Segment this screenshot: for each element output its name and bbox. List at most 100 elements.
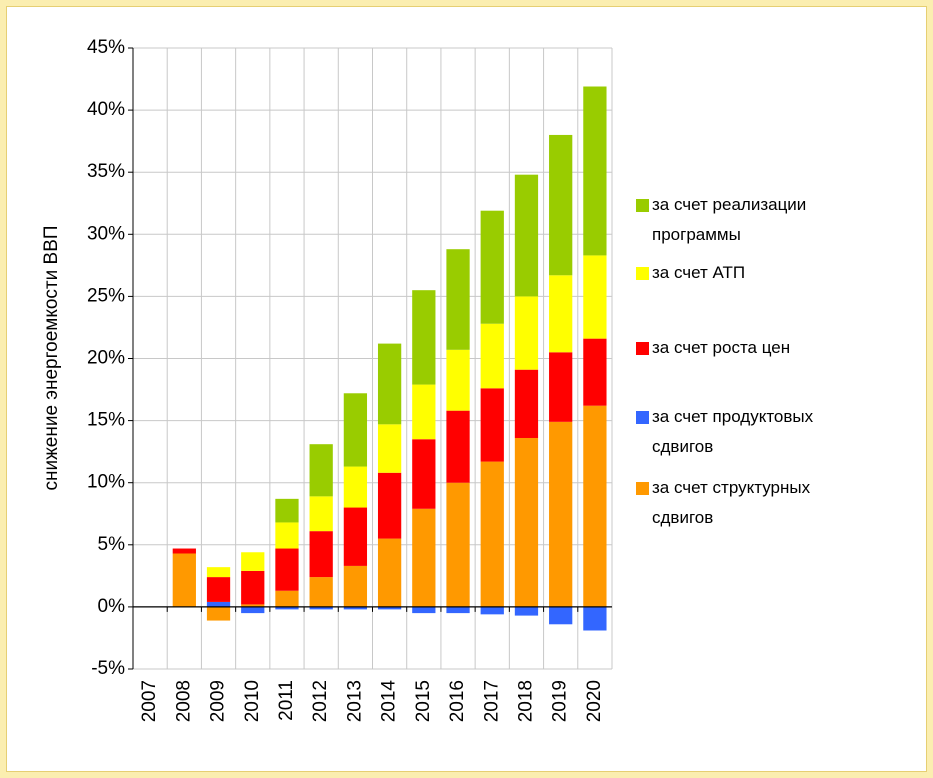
bar-segment (275, 522, 299, 549)
bar-segment (480, 210, 504, 324)
bar-segment (241, 570, 265, 605)
y-tick-label: 30% (87, 223, 125, 244)
x-tick-label: 2016 (447, 680, 468, 722)
bar-segment (514, 296, 539, 370)
bar-segment (343, 466, 368, 508)
bar-segment (377, 424, 402, 473)
bar-segment (343, 507, 368, 566)
x-tick-label: 2014 (379, 680, 400, 723)
x-tick-label: 2015 (413, 680, 434, 722)
y-tick-label: 10% (87, 472, 125, 493)
y-axis-label: снижение энергоемкости ВВП (41, 225, 62, 490)
bar-segment (583, 606, 607, 631)
bar-segment (309, 531, 333, 578)
bar-segment (241, 604, 265, 607)
legend-swatch (636, 411, 649, 424)
bar-segment (446, 410, 470, 483)
bar-segment (514, 369, 539, 438)
bar-segment (206, 577, 231, 602)
y-tick-label: 35% (87, 161, 125, 182)
bar-segment (583, 338, 607, 406)
bar-segment (275, 498, 299, 523)
bar-segment (377, 472, 402, 539)
bar-segment (549, 352, 573, 422)
x-tick-label: 2020 (584, 680, 605, 722)
bar-segment (549, 606, 573, 625)
x-tick-label: 2019 (550, 680, 571, 722)
bar-segment (275, 606, 299, 610)
legend-item: за счет структурных сдвигов (636, 473, 847, 533)
bar-segment (241, 606, 265, 614)
bar-segment (172, 548, 196, 554)
legend-swatch (636, 267, 649, 280)
legend-label: за счет роста цен (652, 338, 791, 357)
bar-segment (446, 482, 470, 607)
y-tick-label: 45% (87, 37, 125, 58)
bar-segment (480, 388, 504, 462)
bar-segment (480, 606, 504, 615)
y-tick-label: 25% (87, 285, 125, 306)
y-tick-label: 5% (98, 534, 126, 555)
bar-segment (514, 174, 539, 297)
x-tick-label: 2011 (276, 680, 297, 721)
bar-segment (377, 606, 402, 610)
bar-segment (514, 606, 539, 616)
x-tick-label: 2008 (173, 680, 194, 722)
y-tick-label: 15% (87, 410, 125, 431)
bar-segment (275, 590, 299, 607)
legend-item: за счет АТП (636, 258, 847, 288)
x-tick-label: 2009 (208, 680, 229, 722)
legend-item: за счет роста цен (636, 333, 847, 363)
legend-swatch (636, 482, 649, 495)
bar-segment (549, 421, 573, 607)
y-tick-label: 0% (98, 596, 126, 617)
bar-segment (343, 393, 368, 467)
legend-label: за счет структурных сдвигов (652, 478, 811, 527)
bar-segment (377, 343, 402, 425)
bar-segment (412, 384, 436, 440)
legend-swatch (636, 342, 649, 355)
bar-segment (549, 275, 573, 353)
bar-segment (172, 553, 196, 607)
legend-label: за счет продуктовых сдвигов (652, 407, 814, 456)
legend-label: за счет реализации программы (652, 195, 807, 244)
bar-segment (377, 538, 402, 607)
x-tick-label: 2017 (481, 680, 502, 722)
bar-segment (309, 606, 333, 610)
bar-segment (206, 567, 231, 578)
bar-segment (412, 508, 436, 607)
bar-segment (412, 290, 436, 385)
bar-segment (206, 606, 231, 621)
x-tick-label: 2013 (344, 680, 365, 722)
bar-segment (206, 601, 231, 607)
bar-segment (309, 444, 333, 497)
bar-segment (343, 565, 368, 607)
x-tick-label: 2018 (515, 680, 536, 722)
legend-swatch (636, 199, 649, 212)
bar-segment (583, 405, 607, 607)
bar-segment (241, 552, 265, 571)
bar-segment (446, 606, 470, 614)
bar-segment (446, 249, 470, 350)
bar-segment (309, 496, 333, 532)
y-tick-label: -5% (91, 658, 125, 679)
bar-segment (309, 577, 333, 607)
x-tick-label: 2010 (242, 680, 263, 722)
bar-segment (549, 134, 573, 276)
bar-segment (514, 437, 539, 607)
bar-segment (480, 323, 504, 389)
bar-segment (446, 349, 470, 411)
legend-item: за счет продуктовых сдвигов (636, 402, 847, 462)
bar-segment (412, 606, 436, 614)
bar-segment (275, 548, 299, 591)
legend-label: за счет АТП (652, 263, 746, 282)
bar-segment (583, 255, 607, 339)
bar-segment (480, 461, 504, 607)
y-tick-label: 20% (87, 348, 125, 369)
bar-segment (412, 439, 436, 509)
x-tick-label: 2007 (139, 680, 160, 722)
x-tick-label: 2012 (310, 680, 331, 722)
bar-segment (583, 86, 607, 256)
